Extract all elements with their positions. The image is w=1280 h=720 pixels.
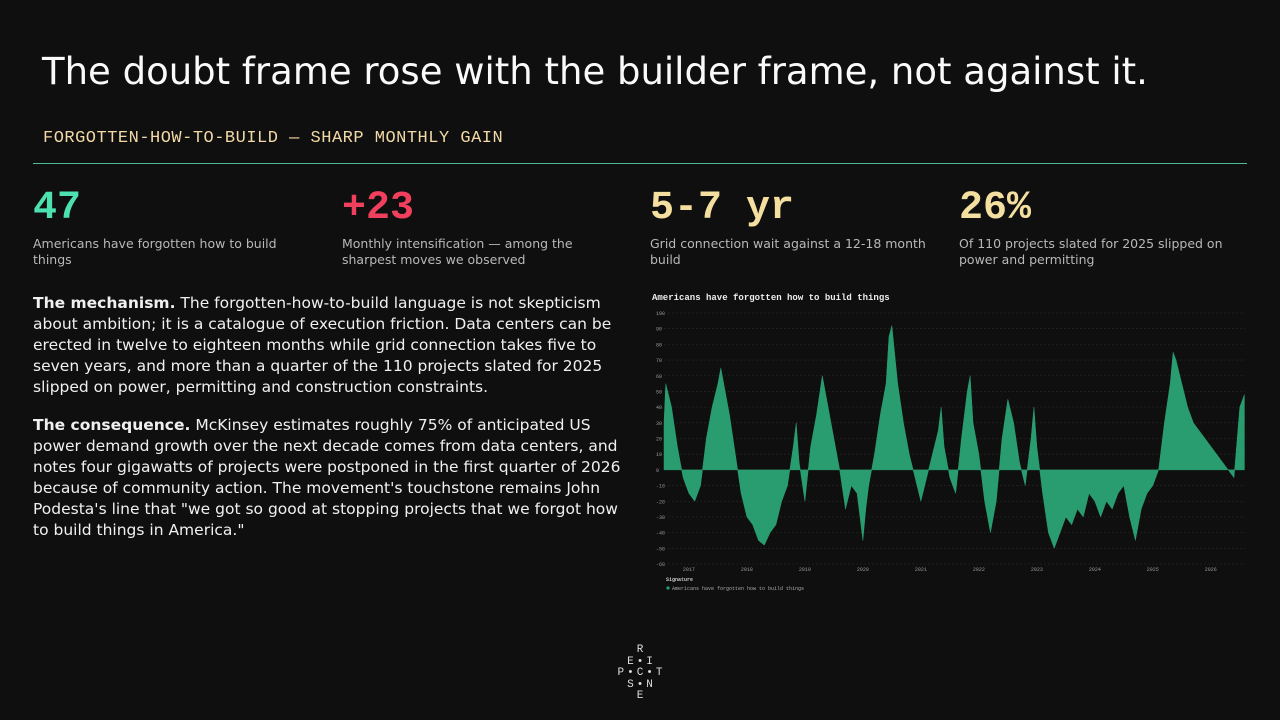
x-tick-label: 2020	[857, 567, 869, 573]
y-tick-label: 100	[656, 311, 665, 317]
x-tick-label: 2022	[973, 567, 985, 573]
y-tick-label: 80	[656, 342, 662, 348]
y-tick-label: 60	[656, 374, 662, 380]
paragraph: The consequence. McKinsey estimates roug…	[33, 415, 623, 541]
paragraph: The mechanism. The forgotten-how-to-buil…	[33, 293, 623, 398]
logo: R E • I P • C • T S • N E	[612, 644, 668, 703]
legend-swatch	[666, 586, 670, 590]
chart-title: Americans have forgotten how to build th…	[652, 293, 890, 303]
logo-row: R	[612, 644, 668, 657]
logo-row: P • C • T	[612, 667, 668, 680]
stat-caption: Americans have forgotten how to build th…	[33, 236, 277, 267]
stat-caption: Grid connection wait against a 12-18 mon…	[650, 236, 926, 267]
logo-dot: •	[646, 667, 653, 679]
logo-letter: E	[636, 690, 644, 702]
y-tick-label: 10	[656, 452, 662, 458]
stat-value: 5-7 yr	[650, 186, 795, 231]
legend-title: Signature	[666, 577, 693, 583]
logo-row: E	[612, 690, 668, 703]
subtitle: FORGOTTEN-HOW-TO-BUILD — SHARP MONTHLY G…	[43, 129, 504, 148]
chart: Americans have forgotten how to build th…	[652, 293, 1245, 592]
paragraph-lead: The mechanism.	[33, 294, 176, 312]
logo-letter: T	[655, 667, 663, 679]
area	[663, 325, 1245, 550]
y-tick-label: 40	[656, 405, 662, 411]
y-tick-label: -10	[656, 484, 665, 490]
logo-letter: P	[617, 667, 625, 679]
logo-letter: N	[646, 678, 653, 691]
logo-letter: E	[627, 655, 634, 668]
stat-caption: Of 110 projects slated for 2025 slipped …	[959, 236, 1223, 267]
y-tick-label: -50	[656, 546, 665, 552]
x-tick-label: 2017	[683, 567, 695, 573]
x-tick-label: 2021	[915, 567, 927, 573]
logo-letter: I	[646, 655, 653, 668]
y-tick-label: 50	[656, 389, 662, 395]
divider	[33, 163, 1247, 164]
legend-label: Americans have forgotten how to build th…	[672, 586, 804, 592]
logo-dot: •	[636, 678, 644, 691]
x-tick-label: 2019	[799, 567, 811, 573]
y-tick-label: -60	[656, 562, 665, 568]
stat-value: 26%	[959, 186, 1032, 231]
x-tick-label: 2023	[1031, 567, 1043, 573]
y-tick-label: 20	[656, 437, 662, 443]
logo-letter: S	[627, 678, 634, 691]
x-tick-label: 2018	[741, 567, 753, 573]
logo-dot: •	[636, 655, 644, 668]
stat: +23 Monthly intensification — among the s…	[342, 186, 627, 268]
paragraph-lead: The consequence.	[33, 416, 191, 434]
stat-value: 47	[33, 186, 82, 231]
stat: 47 Americans have forgotten how to build …	[33, 186, 318, 268]
y-tick-label: -30	[656, 515, 665, 521]
y-tick-label: 30	[656, 421, 662, 427]
x-tick-label: 2026	[1205, 567, 1217, 573]
y-tick-label: 70	[656, 358, 662, 364]
stat-caption: Monthly intensification — among the shar…	[342, 236, 573, 267]
logo-row: S • N	[612, 678, 668, 692]
y-tick-label: -20	[656, 499, 665, 505]
stat: 5-7 yr Grid connection wait against a 12-…	[650, 186, 935, 268]
logo-row: E • I	[612, 655, 668, 669]
stat: 26% Of 110 projects slated for 2025 slipp…	[959, 186, 1244, 268]
stat-value: +23	[342, 186, 415, 231]
y-tick-label: 90	[656, 327, 662, 333]
logo-letter: R	[636, 644, 644, 656]
logo-letter: C	[636, 667, 644, 679]
y-tick-label: 0	[656, 468, 659, 474]
x-tick-label: 2025	[1147, 567, 1159, 573]
paragraph-text: The forgotten-how-to-build language is n…	[33, 294, 612, 396]
x-tick-label: 2024	[1089, 567, 1101, 573]
slide-title: The doubt frame rose with the builder fr…	[42, 50, 1148, 93]
y-tick-label: -40	[656, 531, 665, 537]
logo-dot: •	[627, 667, 634, 679]
paragraph-text: McKinsey estimates roughly 75% of antici…	[33, 416, 621, 539]
